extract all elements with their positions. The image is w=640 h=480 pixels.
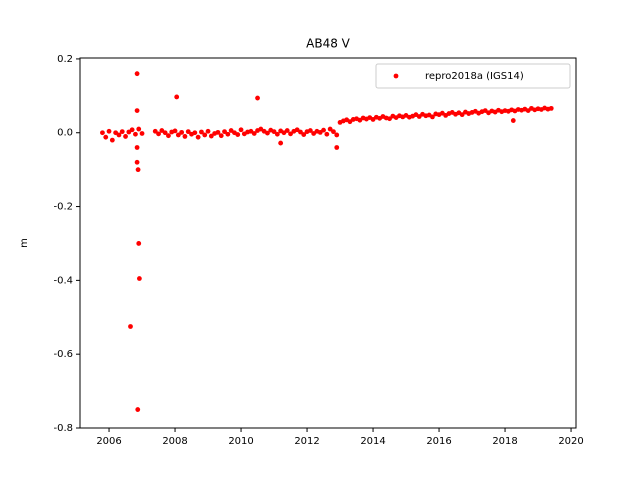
point — [331, 129, 336, 135]
point — [278, 140, 284, 146]
point — [271, 129, 277, 135]
x-tick-label: 2016 — [426, 436, 451, 447]
point — [510, 118, 516, 123]
x-tick-label: 2012 — [294, 436, 319, 447]
point — [172, 128, 178, 134]
point — [137, 276, 142, 281]
point — [274, 131, 280, 137]
point — [152, 128, 158, 134]
point — [179, 129, 185, 135]
point — [235, 132, 241, 137]
point — [174, 94, 180, 100]
point — [116, 132, 122, 138]
point — [123, 134, 128, 139]
point — [284, 128, 290, 133]
point — [334, 132, 340, 138]
y-axis-label: m — [19, 238, 30, 248]
point — [255, 95, 260, 101]
plot-frame — [79, 57, 577, 429]
legend-box — [375, 63, 571, 89]
point — [195, 134, 201, 140]
point — [324, 131, 330, 137]
point — [100, 130, 105, 136]
point — [129, 127, 135, 133]
chart-title: AB48 V — [306, 37, 351, 51]
point — [175, 132, 181, 138]
point — [119, 129, 125, 135]
y-tick-label: -0.4 — [53, 275, 73, 286]
legend-label: repro2018a (IGS14) — [425, 71, 524, 82]
x-tick-label: 2010 — [228, 436, 253, 447]
y-tick-label: -0.6 — [53, 349, 73, 360]
point — [215, 129, 221, 135]
point — [106, 128, 112, 134]
point — [387, 116, 392, 122]
point — [208, 133, 214, 139]
point — [185, 129, 191, 135]
point — [133, 131, 138, 137]
point — [288, 131, 293, 137]
point — [109, 137, 115, 143]
point — [134, 71, 140, 77]
point — [166, 133, 171, 139]
point — [135, 407, 141, 412]
legend-marker — [393, 73, 399, 79]
y-tick-label: -0.2 — [53, 202, 73, 213]
point — [225, 131, 231, 137]
point — [128, 324, 133, 329]
point — [307, 128, 313, 133]
point — [251, 131, 257, 136]
point — [327, 126, 333, 132]
y-tick-label: -0.8 — [53, 423, 73, 434]
point — [199, 129, 204, 135]
point — [162, 130, 168, 136]
point — [134, 108, 140, 113]
point — [139, 131, 145, 136]
point — [135, 167, 141, 173]
point — [134, 159, 140, 165]
point — [334, 145, 340, 150]
point — [205, 128, 211, 134]
x-tick-label: 2006 — [96, 436, 121, 447]
point — [238, 127, 244, 133]
x-tick-label: 2008 — [162, 436, 187, 447]
point — [192, 130, 198, 136]
x-tick-label: 2020 — [558, 436, 583, 447]
point — [134, 145, 140, 150]
x-tick-label: 2014 — [360, 436, 385, 447]
point — [156, 131, 161, 137]
point — [298, 129, 303, 135]
point — [222, 129, 227, 135]
point — [103, 134, 109, 140]
point — [218, 133, 224, 139]
point — [202, 132, 208, 138]
point — [136, 241, 142, 246]
x-tick-label: 2018 — [492, 436, 517, 447]
y-tick-label: 0.0 — [57, 128, 73, 139]
point — [265, 130, 270, 136]
point — [301, 132, 307, 137]
y-tick-label: 0.2 — [57, 54, 73, 65]
point — [321, 127, 326, 133]
point — [430, 114, 435, 120]
point — [548, 105, 554, 111]
point — [136, 126, 142, 132]
point — [182, 134, 188, 139]
point — [459, 112, 465, 118]
